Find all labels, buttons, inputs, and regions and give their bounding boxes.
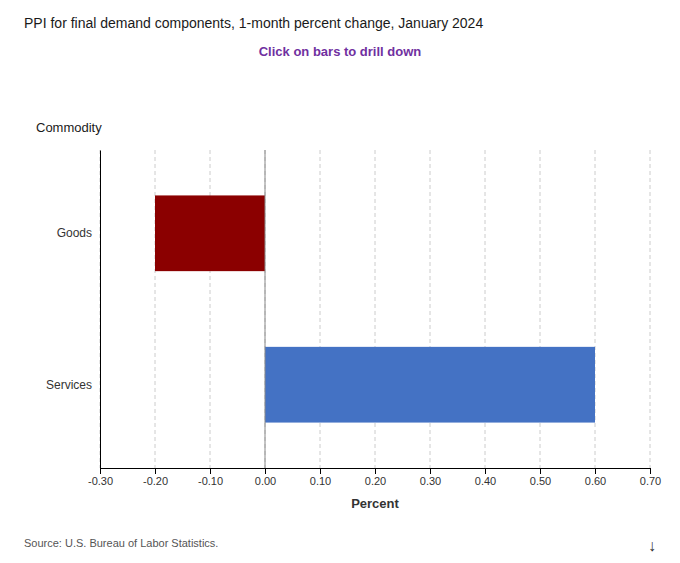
x-tick-label: 0.30	[420, 475, 441, 487]
bars	[155, 195, 595, 422]
x-tick-mark	[485, 468, 486, 474]
x-tick-label: -0.10	[198, 475, 223, 487]
x-tick: 0.60	[585, 468, 606, 487]
x-tick-mark	[595, 468, 596, 474]
x-tick-mark	[430, 468, 431, 474]
y-tick-label: Services	[46, 378, 92, 392]
x-tick: 0.00	[255, 468, 276, 487]
x-tick-label: -0.30	[88, 475, 113, 487]
x-tick: -0.10	[198, 468, 223, 487]
y-tick: Services	[46, 378, 100, 392]
subtitle: Click on bars to drill down	[259, 44, 422, 59]
plot: -0.30 -0.20 -0.10 0.00 0.10 0.20 0.30 0.40 0.50 0…	[46, 150, 661, 511]
x-tick-mark	[650, 468, 651, 474]
x-tick-label: 0.10	[310, 475, 331, 487]
x-tick-label: -0.20	[143, 475, 168, 487]
grid-line	[650, 150, 651, 468]
x-tick: -0.20	[143, 468, 168, 487]
x-tick: 0.30	[420, 468, 441, 487]
x-tick-mark	[100, 468, 101, 474]
x-tick-label: 0.50	[530, 475, 551, 487]
title: PPI for final demand components, 1-month…	[24, 15, 483, 31]
source: Source: U.S. Bureau of Labor Statistics.	[24, 537, 218, 549]
x-tick: 0.10	[310, 468, 331, 487]
grid-line	[100, 150, 101, 468]
x-tick: 0.50	[530, 468, 551, 487]
y-axis: Services Goods	[46, 151, 101, 469]
y-tick: Goods	[57, 226, 100, 240]
x-tick: 0.20	[365, 468, 386, 487]
y-axis-title: Commodity	[36, 120, 102, 135]
x-tick-mark	[320, 468, 321, 474]
grid	[100, 150, 650, 468]
x-tick-label: 0.70	[640, 475, 661, 487]
x-tick-mark	[210, 468, 211, 474]
x-tick: 0.70	[640, 468, 661, 487]
x-tick-mark	[540, 468, 541, 474]
x-tick-label: 0.60	[585, 475, 606, 487]
zero-line	[265, 150, 266, 468]
x-tick-label: 0.40	[475, 475, 496, 487]
x-tick: -0.30	[88, 468, 113, 487]
x-axis: -0.30 -0.20 -0.10 0.00 0.10 0.20 0.30 0.40 0.50 0…	[88, 468, 661, 487]
x-tick-mark	[375, 468, 376, 474]
y-tick-label: Goods	[57, 226, 92, 240]
chart: PPI for final demand components, 1-month…	[0, 0, 680, 563]
x-axis-title: Percent	[351, 496, 399, 511]
annotation: ↓	[648, 537, 656, 554]
x-tick-label: 0.00	[255, 475, 276, 487]
bar	[155, 195, 265, 271]
x-tick-mark	[265, 468, 266, 474]
x-tick-mark	[155, 468, 156, 474]
x-tick: 0.40	[475, 468, 496, 487]
x-tick-label: 0.20	[365, 475, 386, 487]
bar	[265, 347, 595, 423]
grid-line	[265, 150, 266, 468]
y-axis-line	[100, 151, 101, 469]
